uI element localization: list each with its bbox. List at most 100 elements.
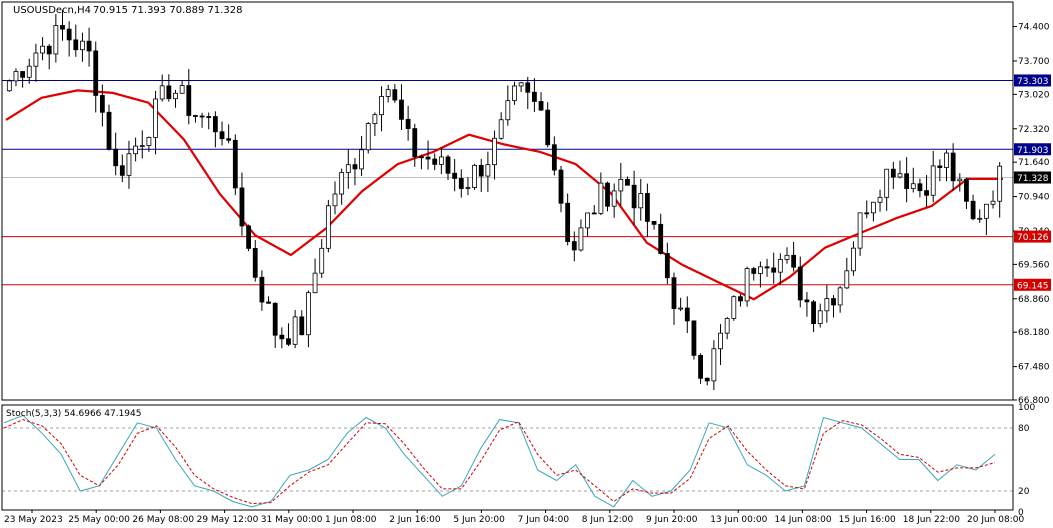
bull-candle [824, 298, 830, 312]
price-tick-label: 68.860 [1018, 295, 1050, 305]
stoch-signal-line [3, 419, 996, 505]
bull-candle [837, 287, 843, 306]
bear-candle [525, 82, 531, 93]
bull-candle [711, 348, 717, 382]
level-label-current: 71.328 [1017, 174, 1049, 184]
time-label: 15 Jun 16:00 [839, 515, 896, 525]
level-label-resistance: 71.903 [1017, 146, 1049, 156]
bull-candle [365, 123, 371, 151]
bull-candle [465, 187, 471, 190]
bear-candle [532, 91, 537, 102]
bear-candle [412, 128, 418, 158]
bear-candle [458, 178, 464, 189]
bear-candle [93, 50, 99, 96]
bull-candle [724, 318, 730, 334]
stoch-main-line [3, 414, 996, 508]
bull-candle [997, 165, 1003, 202]
time-label: 25 May 00:00 [68, 515, 130, 525]
bear-candle [279, 334, 285, 340]
bull-candle [910, 183, 916, 189]
bull-candle [983, 203, 989, 219]
bear-candle [591, 212, 597, 215]
bull-candle [179, 85, 185, 94]
price-pane-frame [1, 1, 1014, 401]
bear-candle [46, 45, 52, 55]
time-label: 14 Jun 08:00 [774, 515, 831, 525]
level-label-resistance: 73.303 [1017, 77, 1049, 87]
symbol-label: USOUSDecn,H4 [13, 5, 91, 16]
bear-candle [811, 301, 816, 325]
bull-candle [26, 65, 32, 78]
bull-candle [884, 168, 890, 198]
bear-candle [392, 89, 398, 101]
bull-candle [339, 172, 345, 195]
bear-candle [704, 377, 710, 382]
bull-candle [957, 178, 963, 182]
bull-candle [757, 266, 763, 274]
bull-candle [817, 310, 823, 325]
level-tag-current [1014, 171, 1051, 184]
bear-candle [199, 115, 205, 118]
bear-candle [219, 131, 225, 140]
stoch-scale-label: 20 [1018, 487, 1030, 497]
bear-candle [917, 183, 923, 192]
time-label: 2 Jun 16:00 [389, 515, 441, 525]
bear-candle [119, 165, 125, 176]
time-label: 20 Jun 08:00 [967, 515, 1024, 525]
bear-candle [246, 225, 252, 249]
bear-candle [651, 220, 657, 225]
price-tick-label: 69.560 [1018, 260, 1050, 270]
bull-candle [332, 193, 338, 207]
bull-candle [153, 98, 158, 138]
bear-candle [684, 307, 690, 322]
time-label: 26 May 08:00 [132, 515, 194, 525]
price-tick-label: 74.400 [1018, 23, 1050, 33]
bull-candle [438, 156, 444, 165]
bull-candle [777, 259, 783, 273]
bull-candle [133, 145, 139, 155]
bull-candle [857, 212, 863, 249]
bear-candle [206, 116, 212, 118]
bull-candle [784, 254, 790, 260]
bull-candle [731, 296, 737, 319]
bear-candle [193, 115, 198, 117]
bull-candle [146, 136, 152, 146]
bear-candle [924, 190, 929, 196]
bull-candle [977, 217, 983, 220]
time-label: 23 May 2023 [4, 515, 63, 525]
bear-candle [73, 39, 79, 51]
bull-candle [618, 178, 624, 192]
bear-candle [937, 165, 943, 168]
bear-candle [658, 223, 664, 254]
time-label: 5 Jun 20:00 [453, 515, 505, 525]
bear-candle [804, 299, 810, 303]
bear-candle [432, 158, 438, 165]
bull-candle [372, 114, 378, 124]
time-label: 31 May 00:00 [261, 515, 323, 525]
bear-candle [664, 253, 670, 279]
bear-candle [99, 95, 105, 113]
bear-candle [20, 71, 26, 78]
bear-candle [904, 173, 910, 189]
bull-candle [944, 152, 949, 168]
bull-candle [578, 227, 584, 251]
bear-candle [558, 169, 564, 204]
time-label: 7 Jun 04:00 [518, 515, 570, 525]
stoch-scale-label: 80 [1018, 424, 1030, 434]
bull-candle [505, 100, 511, 121]
bull-candle [990, 200, 996, 205]
bear-candle [166, 85, 172, 100]
level-tag-support [1014, 230, 1051, 243]
bull-candle [877, 196, 883, 203]
bull-candle [897, 173, 903, 178]
bull-candle [744, 268, 750, 302]
bear-candle [352, 164, 358, 170]
bull-candle [126, 153, 132, 176]
bear-candle [419, 156, 424, 159]
stoch-scale-label: 100 [1018, 403, 1035, 413]
bull-candle [173, 92, 178, 100]
bull-candle [598, 182, 604, 214]
bear-candle [751, 268, 757, 274]
